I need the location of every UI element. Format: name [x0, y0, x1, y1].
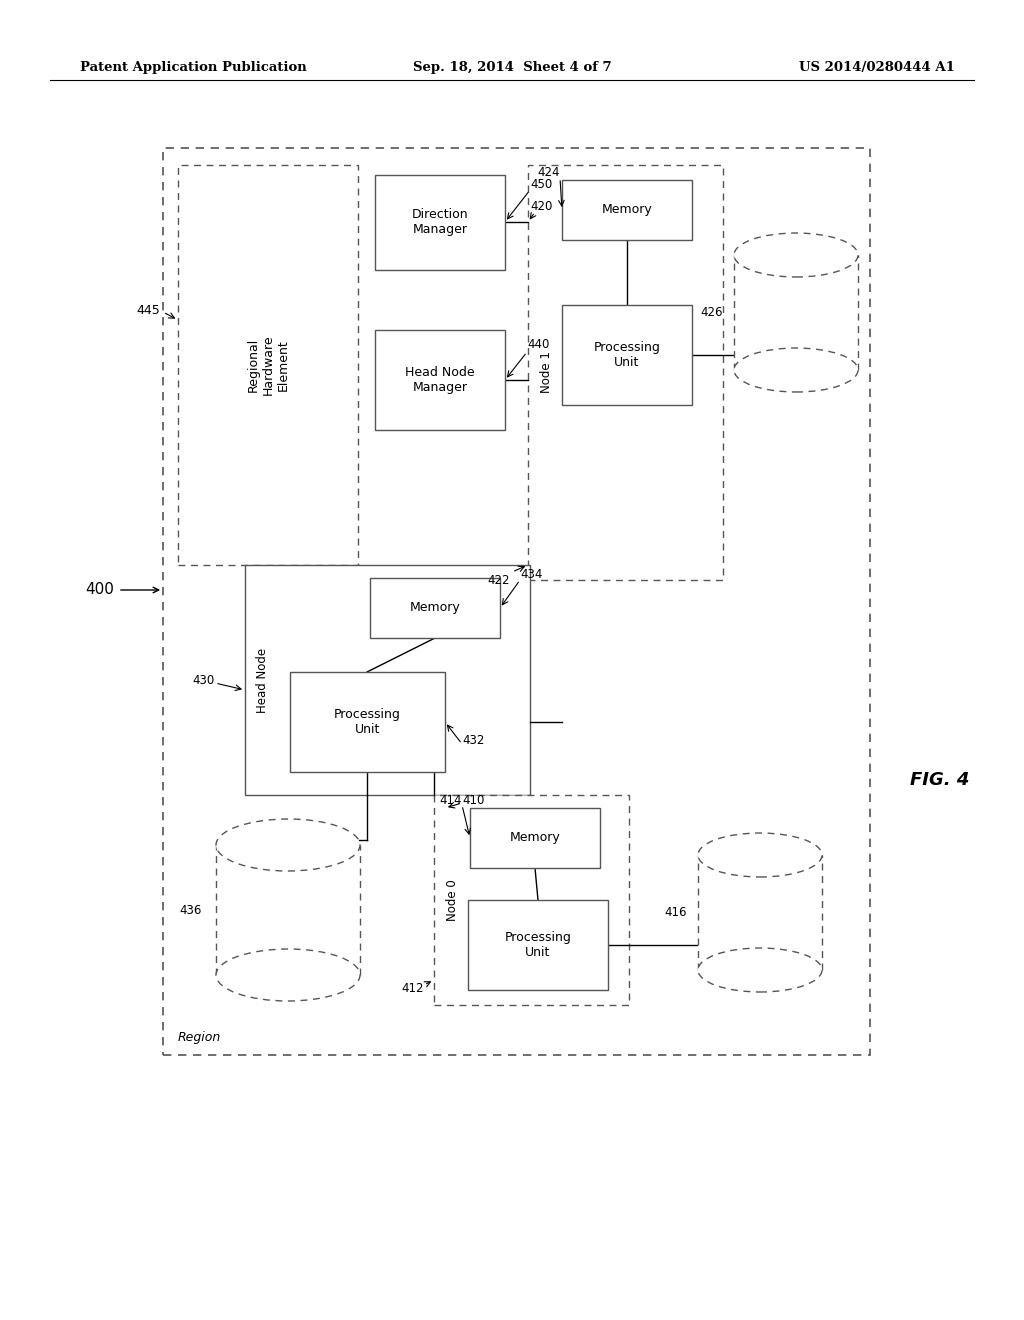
Text: 445: 445	[136, 304, 160, 317]
Bar	[370, 578, 500, 638]
Text: 434: 434	[520, 569, 543, 582]
Text: 400: 400	[86, 582, 115, 598]
Bar	[562, 180, 692, 240]
Text: Memory: Memory	[602, 203, 652, 216]
Ellipse shape	[698, 948, 822, 993]
Text: 414: 414	[439, 793, 462, 807]
Text: 450: 450	[530, 178, 552, 191]
Bar	[734, 255, 858, 370]
Bar	[562, 305, 692, 405]
Text: Memory: Memory	[410, 602, 461, 615]
Text: Memory: Memory	[510, 832, 560, 845]
Bar	[178, 165, 358, 565]
Bar	[698, 855, 822, 970]
Text: Processing
Unit: Processing Unit	[505, 931, 571, 960]
Bar	[528, 165, 723, 579]
Bar	[468, 900, 608, 990]
Text: Head Node: Head Node	[256, 647, 269, 713]
Text: 412: 412	[401, 982, 424, 994]
Text: Region: Region	[178, 1031, 221, 1044]
Text: Head Node
Manager: Head Node Manager	[406, 366, 475, 393]
Text: Direction
Manager: Direction Manager	[412, 209, 468, 236]
Bar	[163, 148, 870, 1055]
Text: Processing
Unit: Processing Unit	[334, 708, 401, 737]
Text: 426: 426	[700, 305, 723, 318]
Ellipse shape	[734, 348, 858, 392]
Ellipse shape	[216, 949, 360, 1001]
Ellipse shape	[698, 833, 822, 876]
Text: Sep. 18, 2014  Sheet 4 of 7: Sep. 18, 2014 Sheet 4 of 7	[413, 62, 611, 74]
Text: Node 1: Node 1	[540, 351, 553, 393]
Text: Node 0: Node 0	[445, 879, 459, 921]
Text: 422: 422	[487, 573, 510, 586]
Bar	[216, 845, 360, 975]
Ellipse shape	[734, 234, 858, 277]
Text: 432: 432	[462, 734, 484, 747]
Bar	[470, 808, 600, 869]
Bar	[434, 795, 629, 1005]
Bar	[375, 330, 505, 430]
Text: 440: 440	[527, 338, 549, 351]
Text: Regional
Hardware
Element: Regional Hardware Element	[247, 335, 290, 395]
Text: US 2014/0280444 A1: US 2014/0280444 A1	[799, 62, 955, 74]
Text: 420: 420	[530, 201, 552, 214]
Text: 424: 424	[538, 165, 560, 178]
Text: Processing
Unit: Processing Unit	[594, 341, 660, 370]
Text: 416: 416	[665, 906, 687, 919]
Bar	[375, 176, 505, 271]
Text: FIG. 4: FIG. 4	[910, 771, 970, 789]
Bar	[245, 565, 530, 795]
Text: 430: 430	[193, 673, 215, 686]
Text: 410: 410	[462, 793, 484, 807]
Ellipse shape	[216, 818, 360, 871]
Text: 436: 436	[180, 903, 202, 916]
Text: Patent Application Publication: Patent Application Publication	[80, 62, 307, 74]
Bar	[290, 672, 445, 772]
